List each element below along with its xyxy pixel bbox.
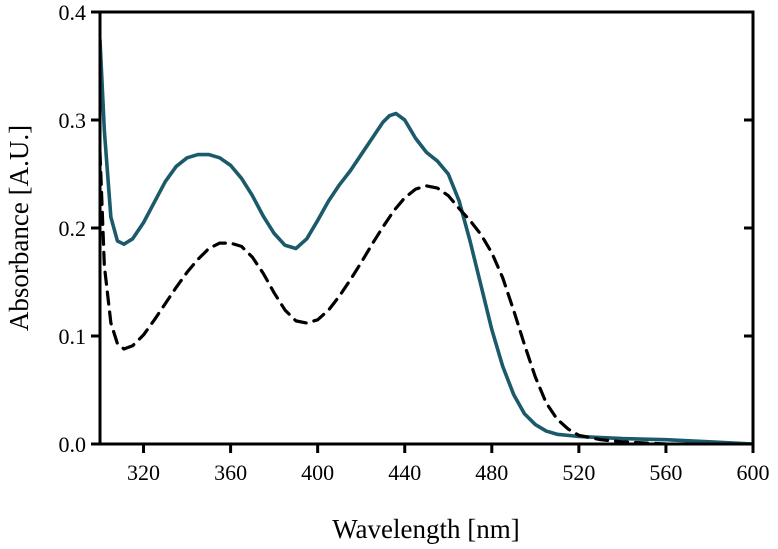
x-tick-label: 320 — [127, 460, 160, 485]
y-tick-label: 0.4 — [59, 0, 87, 25]
x-tick-label: 600 — [737, 460, 770, 485]
series-line-solid — [100, 38, 753, 444]
plot-frame — [98, 10, 755, 446]
series-line-dashed — [100, 150, 753, 444]
y-tick-label: 0.2 — [59, 216, 87, 241]
x-tick-label: 360 — [214, 460, 247, 485]
x-tick-label: 400 — [301, 460, 334, 485]
x-tick-label: 440 — [388, 460, 421, 485]
x-axis-title: Wavelength [nm] — [332, 514, 520, 544]
y-tick-label: 0.0 — [59, 432, 87, 457]
x-tick-label: 480 — [475, 460, 508, 485]
plot-area — [100, 38, 753, 444]
axis-ticks: 320 360 400 440 480 520 560 600 0.0 0.1 0.2 0.3 0.4 — [59, 0, 770, 485]
x-tick-label: 520 — [562, 460, 595, 485]
y-axis-title: Absorbance [A.U.] — [4, 125, 34, 331]
y-tick-label: 0.3 — [59, 108, 87, 133]
x-tick-label: 560 — [649, 460, 682, 485]
y-tick-label: 0.1 — [59, 324, 87, 349]
